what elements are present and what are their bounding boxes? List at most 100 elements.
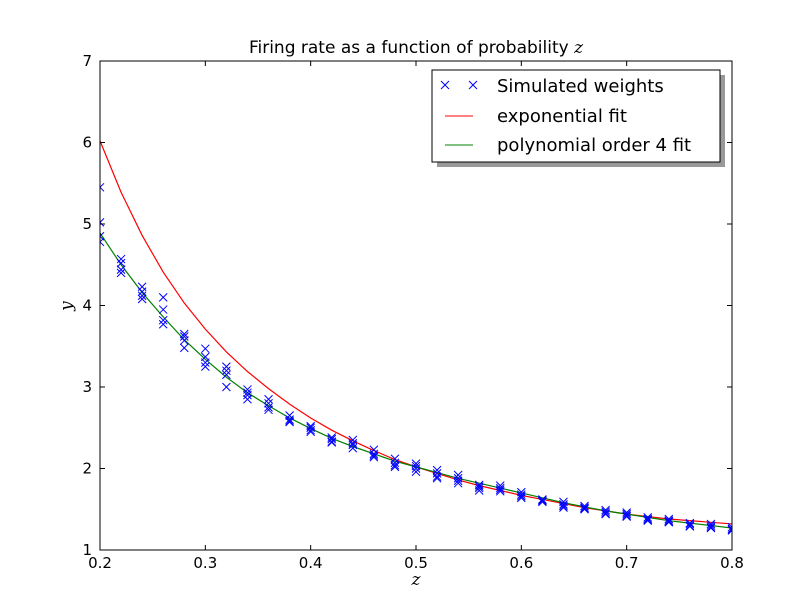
data-point-x-marker — [137, 294, 147, 304]
data-point-x-marker — [622, 511, 632, 521]
data-point-x-marker — [727, 525, 732, 534]
data-point-x-marker — [158, 315, 168, 325]
data-point-x-marker — [727, 522, 732, 532]
data-point-x-marker — [369, 452, 379, 462]
data-point-x-marker — [390, 460, 400, 470]
data-point-x-marker — [158, 319, 168, 329]
data-point-x-marker — [327, 434, 337, 444]
chart-title: Firing rate as a function of probability… — [249, 38, 584, 58]
data-point-x-marker — [285, 417, 294, 427]
data-point-x-marker — [664, 516, 674, 526]
data-point-x-marker — [453, 478, 463, 488]
data-point-x-marker — [116, 265, 126, 274]
data-point-x-marker — [179, 336, 189, 345]
plot-area — [100, 140, 732, 535]
data-point-x-marker — [200, 344, 210, 354]
data-point-x-marker — [432, 465, 442, 475]
legend-label: exponential fit — [497, 106, 627, 127]
data-point-x-marker — [222, 362, 231, 371]
y-tick-label: 1 — [82, 541, 92, 559]
data-point-x-marker — [100, 237, 105, 247]
legend-entry-simulated-weights: Simulated weights — [440, 76, 664, 97]
x-tick-label: 0.7 — [615, 554, 639, 572]
data-point-x-marker — [100, 218, 105, 227]
data-point-x-marker — [685, 521, 695, 530]
y-tick-label: 4 — [82, 297, 92, 315]
data-point-x-marker — [453, 476, 463, 486]
data-point-x-marker — [285, 415, 294, 424]
data-point-x-marker — [474, 486, 484, 495]
legend: Simulated weights exponential fit polyno… — [431, 69, 725, 167]
data-point-x-marker — [474, 482, 484, 491]
data-point-x-marker — [538, 495, 547, 505]
data-point-x-marker — [643, 514, 653, 524]
data-point-x-marker — [390, 458, 400, 468]
data-point-x-marker — [685, 518, 695, 528]
data-point-x-marker — [643, 515, 653, 525]
data-point-x-marker — [727, 524, 732, 534]
data-point-x-marker — [285, 416, 294, 426]
data-point-x-marker — [706, 523, 716, 533]
plot-series-group — [100, 140, 732, 535]
data-point-x-marker — [622, 512, 632, 521]
data-point-x-marker — [179, 343, 189, 353]
data-point-x-marker — [580, 503, 589, 512]
data-point-x-marker — [306, 425, 316, 435]
data-point-x-marker — [559, 503, 568, 512]
data-point-x-marker — [664, 514, 674, 524]
y-tick-label: 7 — [82, 52, 92, 70]
y-tick-label: 6 — [82, 134, 92, 152]
data-point-x-marker — [727, 526, 732, 535]
data-point-x-marker — [369, 451, 379, 460]
data-point-x-marker — [116, 254, 126, 264]
data-point-x-marker — [559, 500, 568, 509]
data-point-x-marker — [390, 462, 400, 472]
x-tick-label: 0.6 — [509, 554, 533, 572]
data-point-x-marker — [306, 423, 316, 433]
y-tick-label: 5 — [82, 215, 92, 233]
data-point-x-marker — [243, 388, 252, 398]
legend-entry-exponential-fit: exponential fit — [445, 106, 627, 127]
data-point-x-marker — [327, 437, 337, 446]
data-point-x-marker — [538, 497, 547, 507]
x-tick-label: 0.5 — [404, 554, 428, 572]
x-tick-label: 0.3 — [193, 554, 217, 572]
data-point-x-marker — [706, 519, 716, 529]
x-axis-label: z — [411, 570, 422, 590]
data-point-x-marker — [516, 490, 526, 499]
x-tick-label: 0.2 — [88, 554, 112, 572]
data-point-x-marker — [179, 332, 189, 341]
data-point-x-marker — [706, 522, 716, 532]
legend-box — [431, 69, 721, 163]
legend-entry-polynomial-fit: polynomial order 4 fit — [445, 135, 691, 156]
scatter-series-0 — [100, 182, 732, 535]
chart-title-variable: z — [573, 38, 584, 58]
data-point-x-marker — [243, 390, 252, 400]
chart-title-text: Firing rate as a function of probability — [249, 38, 574, 58]
legend-label: polynomial order 4 fit — [497, 135, 691, 156]
data-point-x-marker — [411, 464, 421, 473]
data-point-x-marker — [601, 509, 610, 519]
data-point-x-marker — [664, 517, 674, 527]
data-point-x-marker — [411, 467, 421, 477]
data-point-x-marker — [601, 507, 610, 517]
data-point-x-marker — [348, 440, 358, 450]
data-point-x-marker — [601, 505, 610, 515]
data-point-x-marker — [222, 366, 231, 376]
data-point-x-marker — [264, 398, 273, 408]
legend-marker-x — [468, 80, 478, 90]
data-point-x-marker — [116, 258, 126, 268]
data-point-x-marker — [685, 522, 695, 531]
data-point-x-marker — [495, 486, 505, 496]
data-point-x-marker — [580, 504, 589, 514]
data-point-x-marker — [432, 472, 442, 482]
data-point-x-marker — [348, 443, 358, 453]
data-point-x-marker — [100, 182, 105, 192]
data-point-x-marker — [601, 508, 610, 518]
data-point-x-marker — [516, 491, 526, 501]
y-tick-label: 3 — [82, 378, 92, 396]
data-point-x-marker — [495, 485, 505, 495]
data-point-x-marker — [264, 403, 273, 412]
axes: 0.2 0.3 0.4 0.5 0.6 0.7 0.8 1 2 3 4 5 6 7 — [82, 52, 743, 572]
